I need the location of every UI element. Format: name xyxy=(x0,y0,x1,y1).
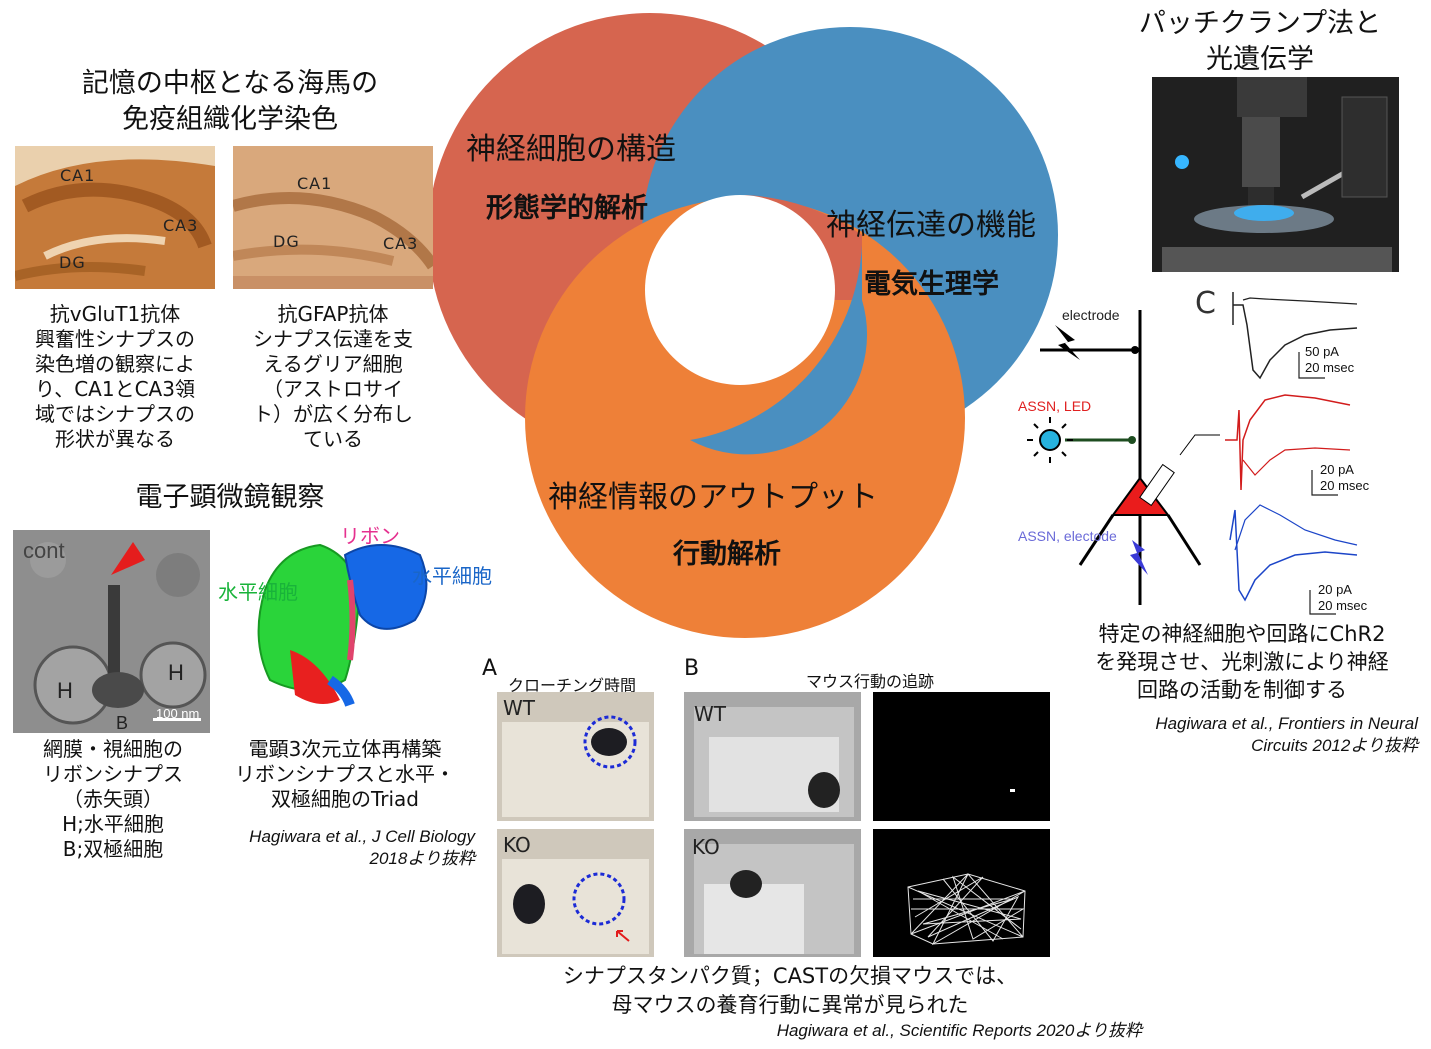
label-ca3: CA3 xyxy=(383,234,419,253)
em-image: cont H H B 100 nm xyxy=(13,530,210,733)
label-ko: KO xyxy=(692,835,720,859)
label-ca1: CA1 xyxy=(297,174,333,193)
scale2: 20 pA 20 msec xyxy=(1320,462,1370,493)
led-label: ASSN, LED xyxy=(1018,398,1092,414)
label-scale: 100 nm xyxy=(156,706,200,721)
em-citation: Hagiwara et al., J Cell Biology 2018より抜粋 xyxy=(249,827,475,868)
assn-electrode-label: ASSN, electode xyxy=(1018,528,1117,544)
hippocampus-caption-vglut1: 抗vGluT1抗体 興奮性シナプスの 染色増の観察によ り、CA1とCA3領 域… xyxy=(35,302,195,451)
em-micrograph-drawing xyxy=(13,530,210,733)
label-b: B xyxy=(116,713,129,733)
venn-structure-method: 形態学的解析 xyxy=(486,193,648,224)
label-ca3: CA3 xyxy=(163,216,199,235)
scalebar-1 xyxy=(1298,352,1325,379)
behavior-panel-b-title: マウス行動の追跡 xyxy=(805,672,934,691)
trace-red xyxy=(1225,394,1351,491)
scale1: 50 pA 20 msec xyxy=(1305,344,1355,375)
label-dg: DG xyxy=(273,232,300,251)
microscope-drawing xyxy=(1152,77,1399,272)
panel-a-wt-photo: WT xyxy=(497,692,654,821)
venn-output-method: 行動解析 xyxy=(673,539,781,570)
label-dg: DG xyxy=(59,253,86,272)
patch-rig-photo xyxy=(1152,77,1399,272)
hippocampus-stain-drawing xyxy=(15,146,215,289)
label-wt: WT xyxy=(694,702,726,726)
tracking-wt xyxy=(873,692,1050,821)
panel-b-wt-photo: WT xyxy=(684,692,861,821)
label-ca1: CA1 xyxy=(60,166,96,185)
label-cont: cont xyxy=(23,538,65,563)
cage-bedding xyxy=(497,692,654,821)
hippocampus-caption-gfap: 抗GFAP抗体 シナプス伝達を支 えるグリア細胞 （アストロサイ ト）が広く分布… xyxy=(253,302,413,451)
em-caption-reconstruction: 電顕3次元立体再構築 リボンシナプスと水平・ 双極細胞のTriad xyxy=(235,737,455,811)
venn-overlap-function xyxy=(690,245,868,455)
panel-b-ko-photo: KO xyxy=(684,829,861,957)
patch-caption: 特定の神経細胞や回路にChR2 を発現させ、光刺激により神経 回路の活動を制御す… xyxy=(1095,622,1389,702)
panel-a-ko-photo: KO xyxy=(497,829,654,957)
recon-label-horizontal-right: 水平細胞 xyxy=(412,564,492,588)
behavior-panel-a: A xyxy=(482,656,498,681)
label-wt: WT xyxy=(503,696,535,720)
patch-panel-letter: C xyxy=(1195,286,1216,321)
em-3d-reconstruction xyxy=(257,543,428,707)
em-caption-ribbon: 網膜・視細胞の リボンシナプス （赤矢頭） H;水平細胞 B;双極細胞 xyxy=(43,737,183,861)
label-h-left: H xyxy=(57,678,73,703)
trace-black-2 xyxy=(1242,297,1358,305)
scalebar-3 xyxy=(1309,590,1336,615)
patch-traces xyxy=(1225,292,1358,615)
recon-label-ribbon: リボン xyxy=(340,524,400,548)
label-h-right: H xyxy=(168,660,184,685)
label-ko: KO xyxy=(503,833,531,857)
em-title: 電子顕微鏡観察 xyxy=(135,482,325,513)
venn-center-hole xyxy=(645,195,835,385)
patch-citation: Hagiwara et al., Frontiers in Neural Cir… xyxy=(1155,714,1418,755)
venn-function-label: 神経伝達の機能 xyxy=(826,208,1036,243)
scalebar-2 xyxy=(1311,470,1338,496)
venn-structure-label: 神経細胞の構造 xyxy=(466,132,676,167)
behavior-panel-b: B xyxy=(684,656,700,681)
behavior-panel-a-title: クローチング時間 xyxy=(508,676,637,695)
venn-output-label: 神経情報のアウトプット xyxy=(548,480,878,515)
trace-blue-2 xyxy=(1234,504,1358,551)
hippocampus-image-vglut1: CA1 CA3 DG xyxy=(15,146,215,289)
behavior-caption: シナプスタンパク質；CASTの欠損マウスでは、 母マウスの養育行動に異常が見られ… xyxy=(562,964,1018,1017)
patch-title: パッチクランプ法と 光遺伝学 xyxy=(1138,8,1382,75)
scale3: 20 pA 20 msec xyxy=(1318,582,1368,613)
trace-blue xyxy=(1229,509,1358,602)
venn-function-method: 電気生理学 xyxy=(864,269,999,300)
hippocampus-title: 記憶の中枢となる海馬の 免疫組織化学染色 xyxy=(81,68,379,135)
patch-circuit-diagram xyxy=(1027,310,1220,605)
tracking-ko xyxy=(873,829,1050,957)
trace-red-2 xyxy=(1242,447,1351,476)
trace-black xyxy=(1233,304,1358,380)
electrode-label: electrode xyxy=(1062,307,1120,323)
cage-bedding xyxy=(497,829,654,957)
cage-grayscale xyxy=(684,692,861,821)
recon-label-horizontal-left: 水平細胞 xyxy=(218,580,298,604)
cage-grayscale xyxy=(684,829,861,957)
hippocampus-image-gfap: CA1 DG CA3 xyxy=(233,146,433,289)
hippocampus-stain-drawing-2 xyxy=(233,146,433,289)
behavior-citation: Hagiwara et al., Scientific Reports 2020… xyxy=(776,1021,1142,1040)
